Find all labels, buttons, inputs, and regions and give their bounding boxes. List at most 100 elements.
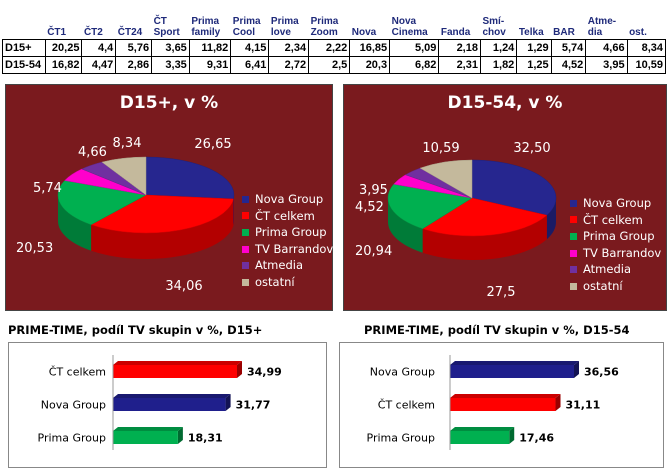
table-cell: 5,76 bbox=[115, 39, 153, 57]
table-cell: 20,3 bbox=[349, 56, 391, 74]
pie-slice bbox=[145, 156, 235, 200]
table-header-cell: Atme-dia bbox=[585, 2, 628, 40]
table-cell: 11,82 bbox=[188, 39, 232, 57]
bar-top bbox=[113, 427, 183, 431]
legend-label: ostatní bbox=[255, 274, 295, 289]
legend-swatch bbox=[242, 278, 249, 286]
bar-chart-d15plus: ČT celkem 34,99 Nova Group 31,77 Prima Group… bbox=[38, 355, 282, 450]
table-cell: 16,82 bbox=[44, 56, 83, 74]
bar-side bbox=[555, 394, 561, 411]
legend-swatch bbox=[570, 282, 577, 290]
pie-legend: Nova Group ČT celkem Prima Group TV Barrand… bbox=[242, 191, 333, 291]
pie-slice bbox=[57, 180, 147, 225]
pie-value-label: 4,66 bbox=[78, 145, 107, 160]
pie-slice bbox=[387, 183, 473, 230]
pie-value-label: 32,50 bbox=[513, 141, 550, 156]
legend-item: ČT celkem bbox=[570, 212, 661, 229]
table-corner bbox=[2, 2, 46, 40]
legend-label: Atmedia bbox=[255, 258, 303, 273]
bar-side bbox=[177, 427, 183, 444]
pie-title: D15+, v % bbox=[119, 93, 219, 113]
pie-value-label: 27,5 bbox=[487, 285, 516, 300]
legend-item: TV Barrandov bbox=[242, 241, 333, 258]
table-header-cell: Prima Cool bbox=[230, 2, 269, 40]
bar-top bbox=[113, 361, 242, 365]
table-header-cell: ČT24 bbox=[115, 2, 152, 40]
legend-item: Nova Group bbox=[242, 191, 333, 208]
pie-slice bbox=[101, 156, 147, 196]
pie-legend: Nova Group ČT celkem Prima Group TV Barrand… bbox=[570, 195, 661, 295]
table-cell: 2,86 bbox=[115, 56, 153, 74]
legend-item: Prima Group bbox=[242, 224, 333, 241]
table-header-cell: ost. bbox=[627, 2, 666, 40]
legend-label: Atmedia bbox=[583, 262, 631, 277]
pie-value-label: 20,94 bbox=[355, 244, 392, 259]
table-header-cell: Prima love bbox=[268, 2, 309, 40]
table-cell: 20,25 bbox=[44, 39, 83, 57]
table-cell: 2,72 bbox=[268, 56, 310, 74]
bar-category-label: Prima Group bbox=[38, 432, 106, 445]
bar-side bbox=[574, 361, 579, 378]
bar bbox=[113, 398, 226, 411]
bar-value-label: 17,46 bbox=[519, 432, 554, 445]
pie-value-label: 10,59 bbox=[422, 141, 459, 156]
legend-swatch bbox=[242, 262, 249, 270]
table-cell: 5,74 bbox=[550, 39, 587, 57]
pie-slice-side bbox=[91, 198, 234, 259]
table-cell: 6,41 bbox=[230, 56, 270, 74]
table-cell: 1,25 bbox=[516, 56, 552, 74]
bar-top bbox=[450, 394, 561, 398]
table-cell: 2,5 bbox=[308, 56, 351, 74]
bar-side bbox=[509, 427, 515, 444]
table-cell: 9,31 bbox=[188, 56, 232, 74]
legend-label: ČT celkem bbox=[255, 208, 315, 223]
pie-chart-d15-54: 32,50 27,5 20,94 4,52 3,95 10,59 bbox=[355, 141, 557, 300]
table-cell: 2,31 bbox=[438, 56, 481, 74]
bar-value-label: 36,56 bbox=[584, 366, 619, 379]
legend-label: Prima Group bbox=[583, 229, 655, 244]
legend-label: ČT celkem bbox=[583, 212, 643, 227]
pie-value-label: 8,34 bbox=[113, 136, 142, 151]
bar bbox=[113, 365, 237, 378]
legend-swatch bbox=[242, 228, 249, 236]
legend-swatch bbox=[242, 212, 249, 220]
legend-item: TV Barrandov bbox=[570, 245, 661, 262]
bar-side bbox=[225, 394, 231, 411]
pie-slice-side bbox=[546, 198, 556, 240]
legend-label: Nova Group bbox=[255, 192, 324, 206]
bar-top bbox=[450, 361, 579, 365]
table-cell: 2,18 bbox=[438, 39, 481, 57]
table-header-cell: ČT Sport bbox=[151, 2, 190, 40]
bar-value-label: 34,99 bbox=[247, 366, 282, 379]
table-header-cell: BAR bbox=[551, 2, 586, 40]
pie-value-label: 34,06 bbox=[165, 279, 202, 294]
legend-swatch bbox=[570, 266, 577, 274]
pie-panel-d15plus: D15+, v % 26,65 34,06 20,53 5,74 4,66 8,34 No… bbox=[5, 84, 333, 311]
pie-slice bbox=[422, 197, 548, 237]
bar-category-label: Nova Group bbox=[370, 366, 435, 379]
bar-value-label: 31,77 bbox=[236, 399, 271, 412]
table-cell: 2,34 bbox=[268, 39, 310, 57]
table-cell: 3,65 bbox=[151, 39, 190, 57]
legend-label: Prima Group bbox=[255, 225, 327, 240]
table-header-cell: Fanda bbox=[438, 2, 481, 40]
legend-item: ostatní bbox=[242, 274, 333, 291]
table-cell: 6,82 bbox=[389, 56, 440, 74]
legend-label: ostatní bbox=[583, 278, 623, 293]
table-cell: 4,47 bbox=[81, 56, 117, 74]
bar-side bbox=[237, 361, 242, 378]
table-cell: 1,82 bbox=[479, 56, 518, 74]
table-row: D15+ 20,25 4,4 5,76 3,65 11,82 4,15 2,34 2,22 16,… bbox=[2, 39, 667, 57]
table-cell: 4,52 bbox=[550, 56, 587, 74]
table-header-cell: ČT1 bbox=[45, 2, 82, 40]
legend-item: ostatní bbox=[570, 278, 661, 295]
legend-label: TV Barrandov bbox=[255, 241, 334, 256]
bar-category-label: ČT celkem bbox=[49, 366, 106, 379]
table-cell: 2,22 bbox=[308, 39, 351, 57]
bar bbox=[450, 398, 556, 411]
bar-category-label: Prima Group bbox=[367, 432, 435, 445]
legend-item: Nova Group bbox=[570, 195, 661, 212]
pie-slice-side bbox=[58, 195, 92, 251]
legend-swatch bbox=[570, 199, 577, 207]
legend-swatch bbox=[570, 249, 577, 257]
